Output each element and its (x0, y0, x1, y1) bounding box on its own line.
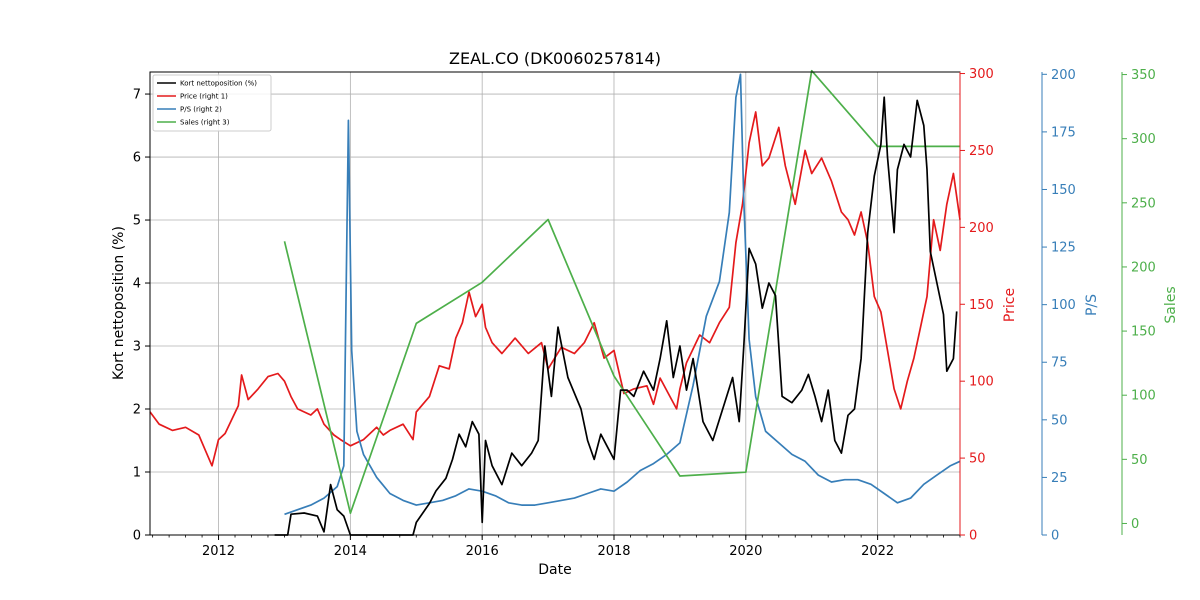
left-tick-label: 3 (133, 340, 141, 355)
right1-tick-label: 300 (969, 67, 994, 82)
x-axis-label: Date (538, 562, 571, 578)
series-line-3 (283, 69, 960, 515)
plot-frame (149, 71, 961, 536)
right1-tick-label: 150 (969, 298, 994, 313)
right3-tick-label: 250 (1131, 196, 1156, 211)
right2-tick-label: 25 (1051, 471, 1068, 486)
series-line-1 (149, 111, 961, 467)
right3-tick-label: 100 (1131, 389, 1156, 404)
left-tick-label: 6 (133, 151, 141, 166)
right2-tick-label: 125 (1051, 241, 1076, 256)
legend-label: P/S (right 2) (180, 106, 222, 114)
right2-tick-label: 150 (1051, 183, 1076, 198)
sales-axis: 0 50 100 150 200 250 300 350 (1121, 68, 1156, 535)
right2-tick-label: 175 (1051, 125, 1076, 140)
x-tick-label: 2022 (861, 544, 894, 559)
right3-tick-label: 0 (1131, 517, 1139, 532)
right1-tick-label: 100 (969, 375, 994, 390)
legend-box (152, 74, 272, 132)
right1-tick-label: 0 (969, 529, 977, 544)
left-tick-label: 0 (133, 529, 141, 544)
left-tick-label: 2 (133, 403, 141, 418)
right3-tick-label: 350 (1131, 68, 1156, 83)
x-tick-label: 2014 (334, 544, 367, 559)
series-layer (149, 69, 961, 536)
right1-tick-label: 50 (969, 452, 986, 467)
left-tick-label: 7 (133, 88, 141, 103)
right3-tick-label: 300 (1131, 132, 1156, 147)
grid (150, 72, 960, 536)
right2-tick-label: 50 (1051, 413, 1068, 428)
sales-axis-label: Sales (1163, 286, 1179, 323)
right2-tick-label: 100 (1051, 298, 1076, 313)
price-axis-label: Price (1002, 288, 1018, 322)
x-axis: 2012 2014 2016 2018 2020 2022 (152, 535, 961, 559)
left-tick-label: 1 (133, 466, 141, 481)
left-tick-label: 4 (133, 277, 141, 292)
series-line-2 (284, 73, 961, 516)
x-tick-label: 2016 (466, 544, 499, 559)
legend-label: Kort nettoposition (%) (180, 80, 257, 88)
chart-title: ZEAL.CO (DK0060257814) (449, 49, 661, 68)
x-tick-label: 2020 (729, 544, 762, 559)
right2-tick-label: 75 (1051, 356, 1068, 371)
left-tick-label: 5 (133, 214, 141, 229)
price-axis: 0 50 100 150 200 250 300 (959, 67, 994, 544)
right3-tick-label: 150 (1131, 325, 1156, 340)
legend: Kort nettoposition (%) Price (right 1) P/S… (152, 74, 272, 132)
ps-axis-label: P/S (1084, 294, 1100, 316)
plot-area (149, 69, 961, 536)
right1-tick-label: 250 (969, 144, 994, 159)
right1-tick-label: 200 (969, 221, 994, 236)
right3-tick-label: 200 (1131, 260, 1156, 275)
legend-label: Price (right 1) (180, 93, 228, 101)
right2-tick-label: 200 (1051, 68, 1076, 83)
x-tick-label: 2012 (202, 544, 235, 559)
series-line-0 (274, 96, 958, 536)
x-tick-label: 2018 (597, 544, 630, 559)
right3-tick-label: 50 (1131, 453, 1148, 468)
right2-tick-label: 0 (1051, 529, 1059, 544)
legend-label: Sales (right 3) (180, 119, 230, 127)
ps-axis: 0 25 50 75 100 125 150 175 200 (1041, 68, 1076, 544)
left-axis: 0 1 2 3 4 5 6 7 (133, 88, 150, 544)
left-axis-label: Kort nettoposition (%) (111, 226, 127, 380)
